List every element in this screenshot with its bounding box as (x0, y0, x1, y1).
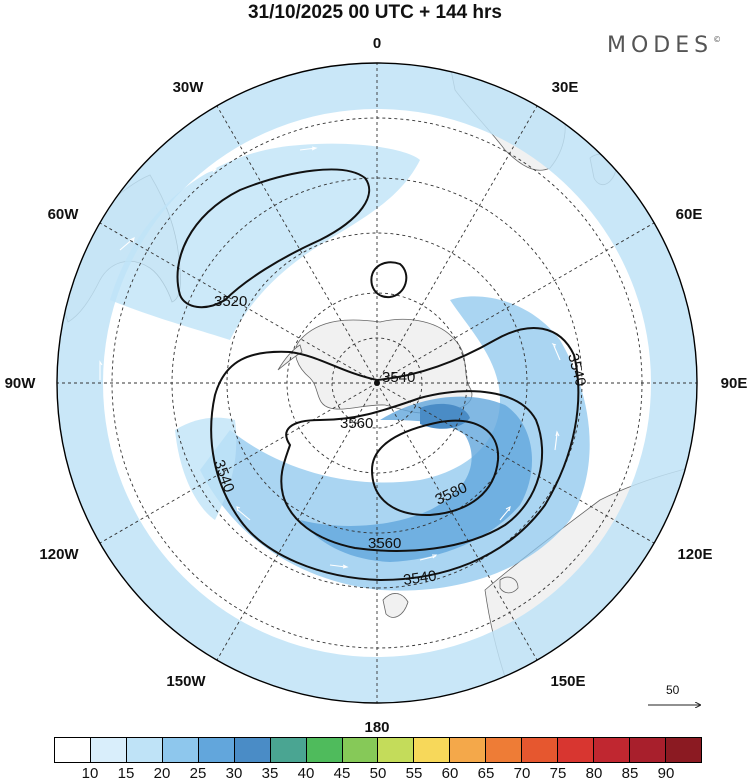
colorbar-label: 25 (189, 765, 207, 782)
contour-3520-small (370, 261, 408, 299)
contour-label-3520: 3520 (214, 293, 247, 310)
logo-text: MODES (607, 33, 714, 58)
colorbar-label: 65 (477, 765, 495, 782)
meridians (57, 63, 697, 703)
colorbar-label: 80 (585, 765, 603, 782)
map-title: 31/10/2025 00 UTC + 144 hrs (247, 2, 503, 23)
lon-label-150w: 150W (166, 673, 206, 690)
new-zealand (382, 593, 409, 618)
contour-3560 (280, 390, 543, 552)
lon-label-120w: 120W (39, 546, 79, 563)
colorbar-box (665, 738, 701, 762)
contour-label-3560-south: 3560 (368, 535, 401, 552)
contour-3540 (210, 327, 580, 582)
colorbar-box (90, 738, 127, 762)
colorbar-box (522, 738, 559, 762)
colorbar-label: 75 (549, 765, 567, 782)
colorbar-label: 20 (153, 765, 171, 782)
lon-label-90e: 90E (721, 375, 748, 392)
wind-band-northwest (110, 143, 420, 340)
wind-jet-core (300, 396, 532, 562)
colorbar-label: 70 (513, 765, 531, 782)
contour-3580 (370, 419, 500, 517)
lon-label-90w: 90W (5, 375, 37, 392)
colorbar (54, 737, 702, 763)
colorbar-box (126, 738, 163, 762)
map-border (56, 62, 698, 704)
colorbar-label: 15 (117, 765, 135, 782)
colorbar-box (378, 738, 415, 762)
colorbar-box (486, 738, 523, 762)
colorbar-box (270, 738, 307, 762)
tasmania (499, 576, 519, 594)
colorbar-label: 90 (657, 765, 675, 782)
logo-mark: © (713, 35, 722, 44)
colorbar-box (342, 738, 379, 762)
reference-vector-label: 50 (666, 683, 680, 697)
lon-label-120e: 120E (677, 546, 712, 563)
wind-vectors (99, 146, 646, 621)
contour-label-3540-center: 3540 (382, 369, 415, 386)
colorbar-box (450, 738, 487, 762)
colorbar-box (594, 738, 630, 762)
colorbar-box (558, 738, 595, 762)
lon-label-60e: 60E (676, 206, 703, 223)
colorbar-box (630, 738, 666, 762)
lon-label-180: 180 (364, 719, 389, 735)
lon-label-30w: 30W (173, 79, 205, 96)
colorbar-label: 30 (225, 765, 243, 782)
colorbar-box (162, 738, 199, 762)
colorbar-label: 35 (261, 765, 279, 782)
lon-label-30e: 30E (552, 79, 579, 96)
height-contours (176, 168, 580, 582)
wind-band-west (175, 417, 237, 520)
colorbar-labels: 10 15 20 25 30 35 40 45 50 55 60 65 70 75 80 85 90 (0, 765, 750, 783)
lon-label-60w: 60W (48, 206, 80, 223)
colorbar-label: 45 (333, 765, 351, 782)
lon-label-0: 0 (373, 35, 381, 52)
colorbar-box (234, 738, 271, 762)
contour-label-3560-inner: 3560 (340, 415, 373, 432)
colorbar-label: 10 (81, 765, 99, 782)
colorbar-box (306, 738, 343, 762)
polar-map: 3520 3540 3540 3560 3540 3580 3560 3540 … (5, 35, 748, 735)
colorbar-label: 60 (441, 765, 459, 782)
colorbar-box (414, 738, 451, 762)
colorbar-box (198, 738, 235, 762)
colorbar-label: 85 (621, 765, 639, 782)
lon-label-150e: 150E (550, 673, 585, 690)
colorbar-label: 50 (369, 765, 387, 782)
contour-label-3540-south: 3540 (402, 567, 437, 588)
wind-max (420, 403, 470, 429)
colorbar-label: 55 (405, 765, 423, 782)
contour-3520-west (176, 168, 371, 309)
longitude-labels: 0 30E 60E 90E 120E 150E 180 150W 120W 90… (5, 35, 748, 735)
colorbar-label: 40 (297, 765, 315, 782)
colorbar-box (55, 738, 91, 762)
pole-dot (374, 380, 380, 386)
modes-logo: MODES© (607, 33, 721, 58)
